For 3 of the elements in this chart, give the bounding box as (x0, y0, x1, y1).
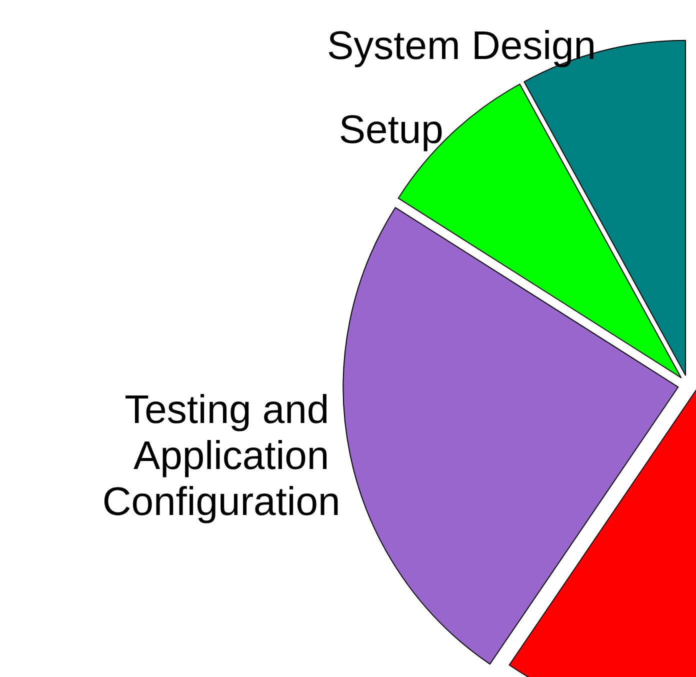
slice-label: Testing and Application Configuration (102, 388, 340, 524)
slice-label: System Design (326, 24, 596, 68)
slice-label: Setup (338, 108, 444, 152)
